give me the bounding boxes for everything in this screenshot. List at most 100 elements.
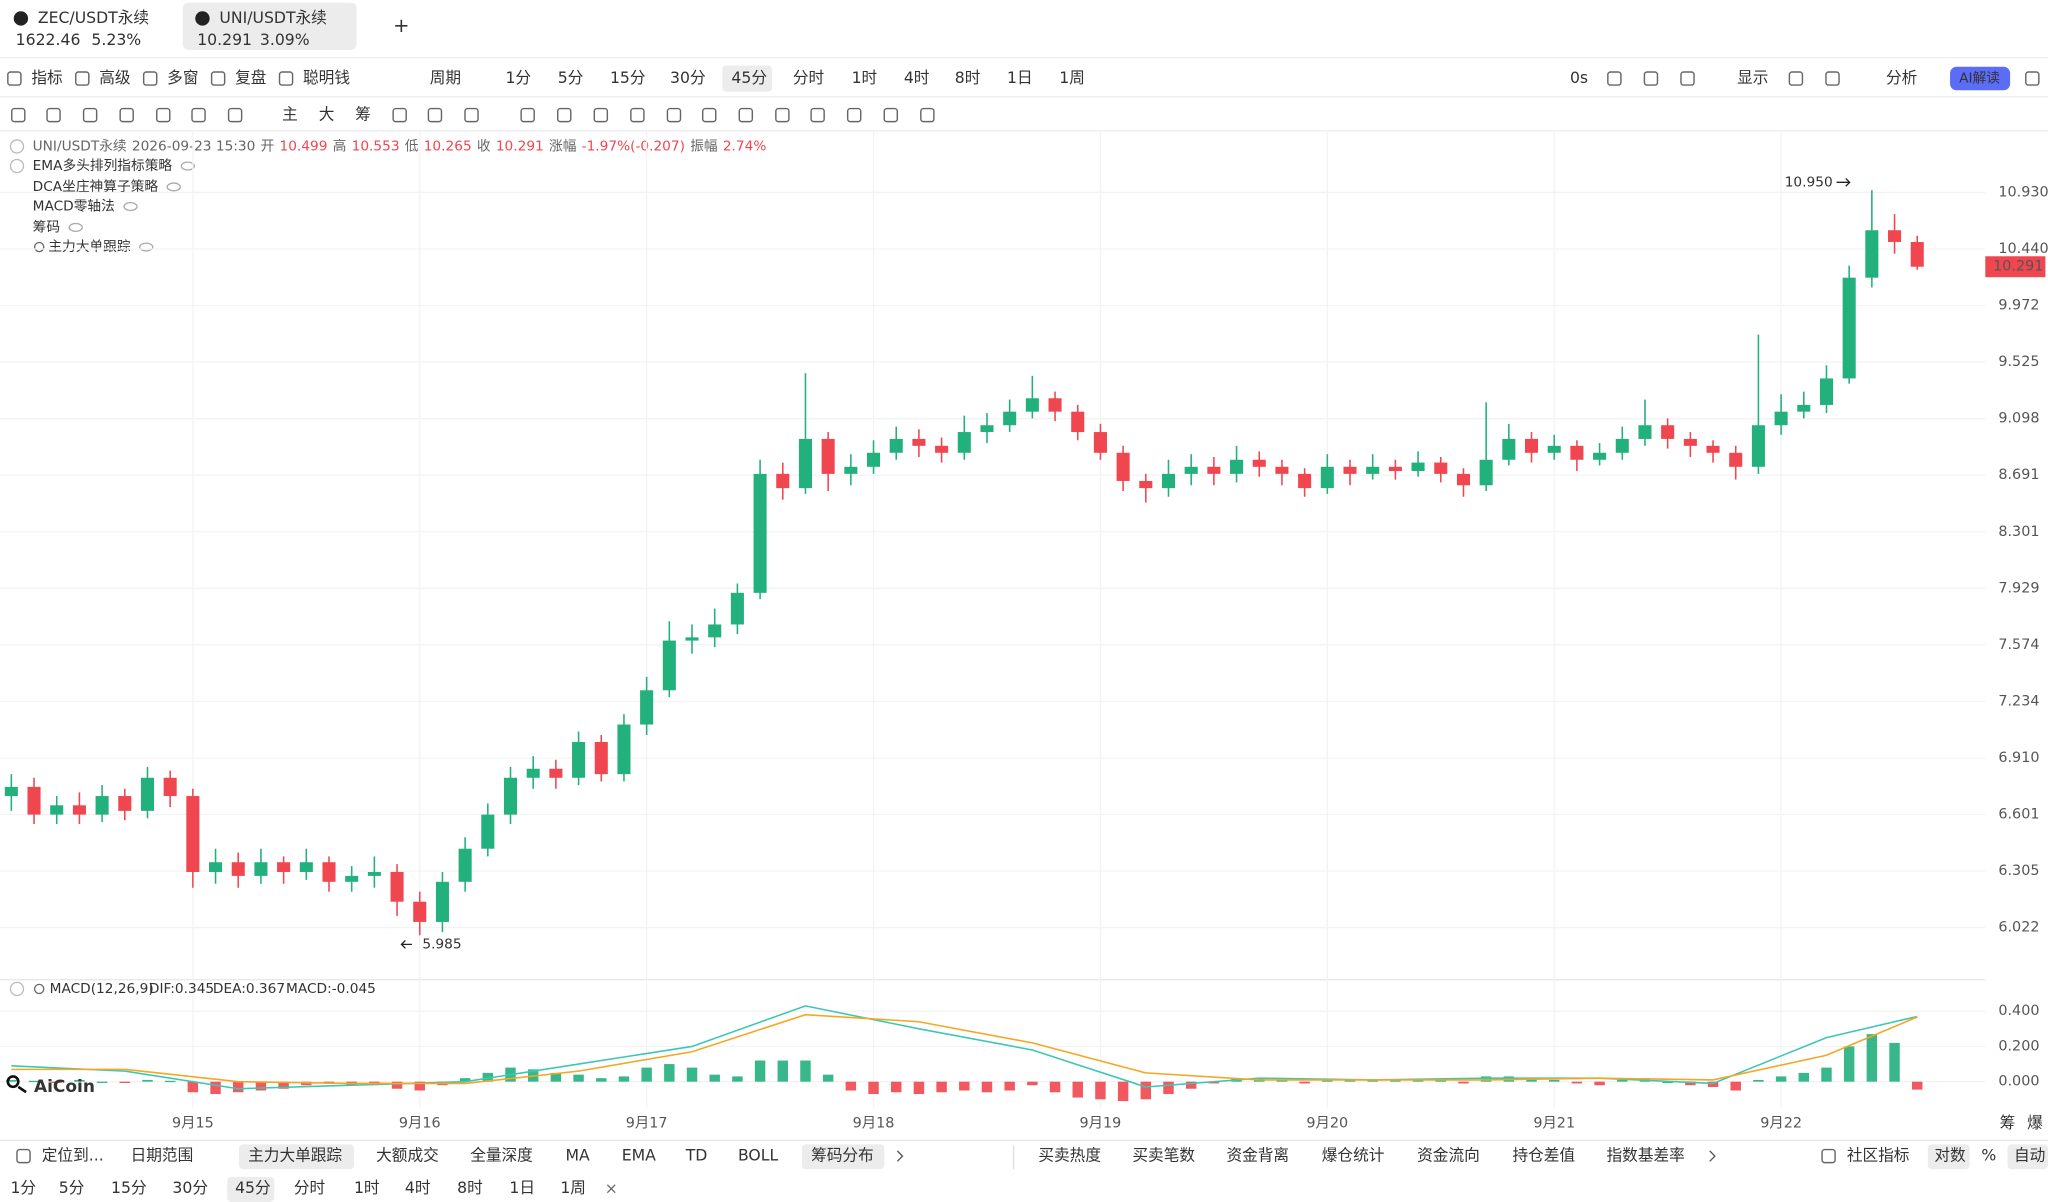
toolbar-item[interactable]: 8时 — [955, 68, 981, 87]
bottom-tab[interactable]: 日期范围 — [131, 1146, 194, 1165]
drawing-tool[interactable]: 筹 — [355, 105, 371, 124]
toggle-icon[interactable] — [9, 158, 25, 174]
bottom-tab[interactable]: 对数 — [1934, 1146, 1966, 1165]
candle-body — [980, 425, 994, 433]
y-tick-label: 7.574 — [1998, 637, 2039, 653]
legend-part: 高 — [333, 137, 347, 154]
toolbar-item[interactable]: 多窗 — [167, 68, 198, 87]
candle-body — [1275, 466, 1289, 474]
bottom-tab[interactable]: 社区指标 — [1847, 1146, 1910, 1165]
candle-body — [844, 466, 858, 474]
candle-body — [1252, 459, 1266, 467]
bottom-tab[interactable]: 指数基差率 — [1607, 1146, 1685, 1165]
x-tick-label: 9月19 — [1080, 1115, 1122, 1131]
toolbar-right-item[interactable]: 分析 — [1886, 68, 1917, 87]
hide-icon[interactable] — [123, 201, 138, 212]
bottom-tab[interactable]: 筹码分布 — [811, 1146, 874, 1165]
bottom-interval[interactable]: 30分 — [172, 1178, 208, 1197]
tool-icon — [464, 107, 479, 123]
bottom-tab[interactable]: 自动 — [2014, 1146, 2045, 1165]
drawing-tool[interactable]: 主 — [282, 105, 298, 124]
toolbar-right-item[interactable]: 显示 — [1737, 68, 1768, 87]
tool-icon — [520, 107, 535, 123]
toolbar-item[interactable]: 30分 — [670, 68, 706, 87]
toolbar-item[interactable]: 1周 — [1059, 68, 1085, 87]
toolbar-item[interactable]: 周期 — [430, 68, 461, 87]
bottom-tab[interactable]: 买卖热度 — [1038, 1146, 1101, 1165]
toolbar-item[interactable]: 分时 — [793, 68, 825, 87]
bottom-interval[interactable]: 1分 — [10, 1178, 36, 1197]
toolbar-item[interactable]: 聪明钱 — [303, 68, 350, 87]
macd-bar — [913, 1081, 925, 1095]
bottom-tab[interactable]: TD — [685, 1146, 708, 1165]
hide-icon[interactable] — [166, 182, 181, 192]
tab-symbol[interactable]: UNI/USDT永续 — [219, 8, 326, 27]
toolbar-right-item[interactable]: AI解读 — [1959, 71, 2000, 87]
tool-icon — [920, 107, 935, 123]
bottom-tab[interactable]: 大额成交 — [376, 1146, 439, 1165]
toggle-icon[interactable] — [9, 139, 25, 154]
bottom-tab[interactable]: % — [1981, 1146, 1996, 1165]
candle-body — [1456, 473, 1470, 486]
y-tick-label: 9.525 — [1998, 354, 2039, 370]
macd-legend: DIF:0.345 — [149, 981, 214, 997]
candle-body — [413, 901, 427, 922]
bottom-tab[interactable]: 买卖笔数 — [1132, 1146, 1195, 1165]
drawing-tool[interactable]: 大 — [319, 105, 335, 124]
bottom-tab[interactable]: 资金流向 — [1417, 1146, 1480, 1165]
bottom-tab[interactable]: 定位到... — [42, 1146, 104, 1165]
macd-bar — [278, 1081, 289, 1089]
toolbar-item[interactable]: 高级 — [99, 68, 131, 87]
bottom-interval[interactable]: 45分 — [235, 1178, 271, 1197]
bottom-tab[interactable]: BOLL — [738, 1146, 779, 1165]
toolbar-item[interactable]: 4时 — [904, 68, 930, 87]
legend-part: 10.291 — [496, 138, 544, 154]
toolbar-item[interactable]: 指标 — [31, 68, 62, 87]
toolbar-item[interactable]: 15分 — [610, 68, 646, 87]
toolbar-item[interactable]: 1日 — [1007, 68, 1033, 87]
candle-body — [889, 438, 903, 453]
candle-body — [435, 881, 449, 922]
bottom-interval[interactable]: 15分 — [111, 1178, 147, 1197]
toolbar-item[interactable]: 45分 — [731, 68, 767, 87]
candle-body — [1819, 378, 1834, 405]
axis-toggle[interactable]: 爆 — [2027, 1113, 2043, 1132]
add-tab[interactable]: + — [393, 14, 409, 37]
toolbar-item[interactable]: 5分 — [558, 68, 584, 87]
hide-icon[interactable] — [68, 222, 83, 233]
bottom-tab[interactable]: 主力大单跟踪 — [248, 1146, 342, 1165]
bottom-interval[interactable]: 5分 — [59, 1178, 85, 1197]
bottom-interval[interactable]: 8时 — [457, 1178, 483, 1197]
macd-bar — [1322, 1079, 1333, 1082]
bottom-interval[interactable]: 1时 — [354, 1178, 380, 1197]
hide-icon[interactable] — [180, 161, 195, 171]
candle-body — [254, 862, 268, 876]
last-price-label: 10.291 — [1993, 259, 2043, 275]
bottom-interval[interactable]: 1周 — [560, 1178, 586, 1197]
tab-symbol[interactable]: ZEC/USDT永续 — [38, 8, 149, 27]
bottom-tab[interactable]: MA — [566, 1146, 591, 1165]
bottom-tab[interactable]: 资金背离 — [1226, 1146, 1289, 1165]
bottom-tab[interactable]: 持仓差值 — [1512, 1146, 1575, 1165]
axis-toggle[interactable]: 筹 — [2000, 1113, 2016, 1132]
toolbar-item[interactable]: 1时 — [852, 68, 878, 87]
legend-part: 2.74% — [723, 138, 767, 154]
icon — [16, 1148, 31, 1164]
bottom-interval[interactable]: 分时 — [294, 1178, 326, 1197]
toggle-icon[interactable] — [9, 981, 25, 997]
bottom-interval[interactable]: 1日 — [509, 1178, 535, 1197]
toolbar-item[interactable]: 1分 — [505, 68, 531, 87]
ai-button-bg[interactable] — [1950, 66, 2011, 91]
close-icon[interactable] — [606, 1184, 616, 1194]
macd-bar — [1889, 1042, 1900, 1082]
hide-icon[interactable] — [139, 242, 154, 252]
icon — [1825, 71, 1840, 86]
bottom-tab[interactable]: 爆仓统计 — [1322, 1146, 1385, 1165]
toolbar-right-item[interactable]: 0s — [1570, 68, 1588, 87]
y-tick-label: 6.910 — [1998, 750, 2039, 766]
bottom-tab[interactable]: EMA — [622, 1146, 656, 1165]
bottom-interval[interactable]: 4时 — [405, 1178, 431, 1197]
bottom-tab[interactable]: 全量深度 — [470, 1146, 533, 1165]
toolbar-item[interactable]: 复盘 — [235, 68, 266, 87]
